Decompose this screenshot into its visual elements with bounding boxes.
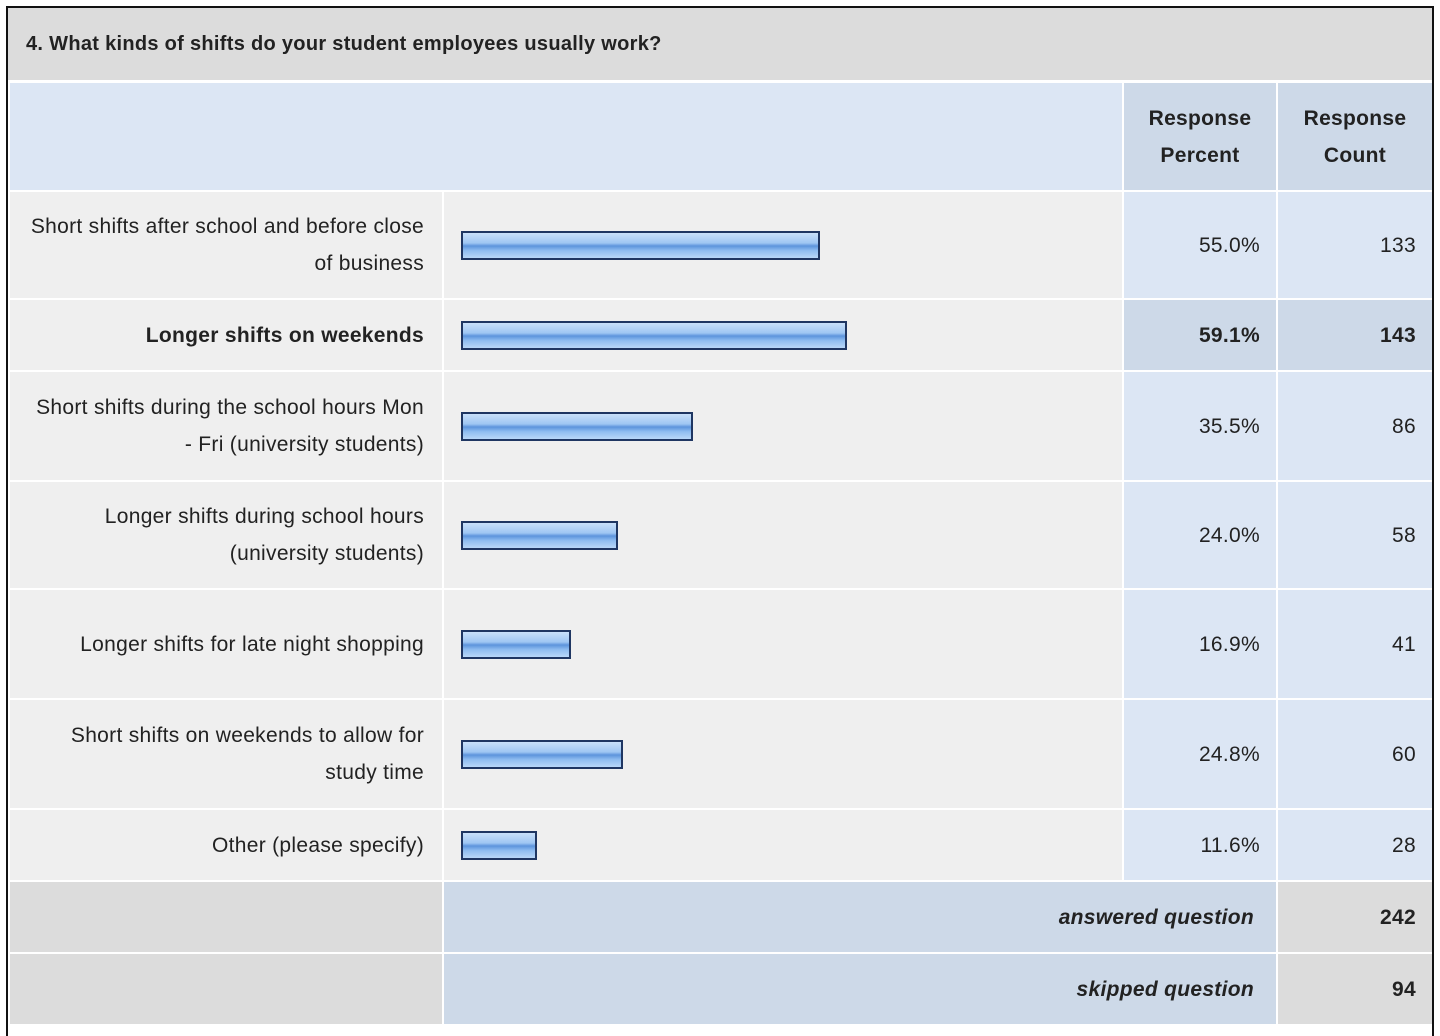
response-percent: 59.1% <box>1124 300 1276 370</box>
response-count: 60 <box>1278 700 1432 808</box>
answer-label: Longer shifts for late night shopping <box>10 590 442 698</box>
summary-label: skipped question <box>444 954 1276 1024</box>
response-count: 58 <box>1278 482 1432 588</box>
bar-cell <box>444 810 1122 880</box>
answer-label: Short shifts on weekends to allow for st… <box>10 700 442 808</box>
response-percent: 16.9% <box>1124 590 1276 698</box>
response-bar <box>461 412 693 441</box>
question-title: 4. What kinds of shifts do your student … <box>8 8 1432 80</box>
header-percent: Response Percent <box>1124 83 1276 190</box>
response-bar <box>461 740 623 769</box>
summary-count: 94 <box>1278 954 1432 1024</box>
answer-label: Short shifts during the school hours Mon… <box>10 372 442 480</box>
response-percent: 24.8% <box>1124 700 1276 808</box>
response-bar <box>461 831 537 860</box>
summary-count: 242 <box>1278 882 1432 952</box>
response-bar <box>461 521 618 550</box>
header-blank <box>10 83 1122 190</box>
response-bar <box>461 630 572 659</box>
response-count: 28 <box>1278 810 1432 880</box>
survey-table: 4. What kinds of shifts do your student … <box>6 6 1434 1036</box>
response-percent: 35.5% <box>1124 372 1276 480</box>
answer-label: Longer shifts during school hours (unive… <box>10 482 442 588</box>
summary-blank <box>10 954 442 1024</box>
response-bar <box>461 321 847 350</box>
answer-label: Other (please specify) <box>10 810 442 880</box>
response-percent: 55.0% <box>1124 192 1276 298</box>
response-count: 86 <box>1278 372 1432 480</box>
summary-blank <box>10 882 442 952</box>
response-count: 41 <box>1278 590 1432 698</box>
response-count: 143 <box>1278 300 1432 370</box>
answer-label: Short shifts after school and before clo… <box>10 192 442 298</box>
response-bar <box>461 231 821 260</box>
response-percent: 24.0% <box>1124 482 1276 588</box>
answer-label: Longer shifts on weekends <box>10 300 442 370</box>
summary-label: answered question <box>444 882 1276 952</box>
header-count: Response Count <box>1278 83 1432 190</box>
response-count: 133 <box>1278 192 1432 298</box>
response-percent: 11.6% <box>1124 810 1276 880</box>
